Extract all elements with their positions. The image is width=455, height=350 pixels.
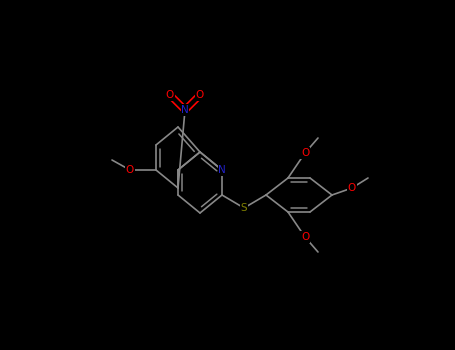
Text: N: N [218,165,226,175]
Text: O: O [166,90,174,100]
Text: S: S [241,203,248,213]
Text: O: O [348,183,356,193]
Text: N: N [181,105,189,115]
Text: O: O [301,148,309,158]
Text: O: O [301,232,309,242]
Text: O: O [126,165,134,175]
Text: O: O [196,90,204,100]
